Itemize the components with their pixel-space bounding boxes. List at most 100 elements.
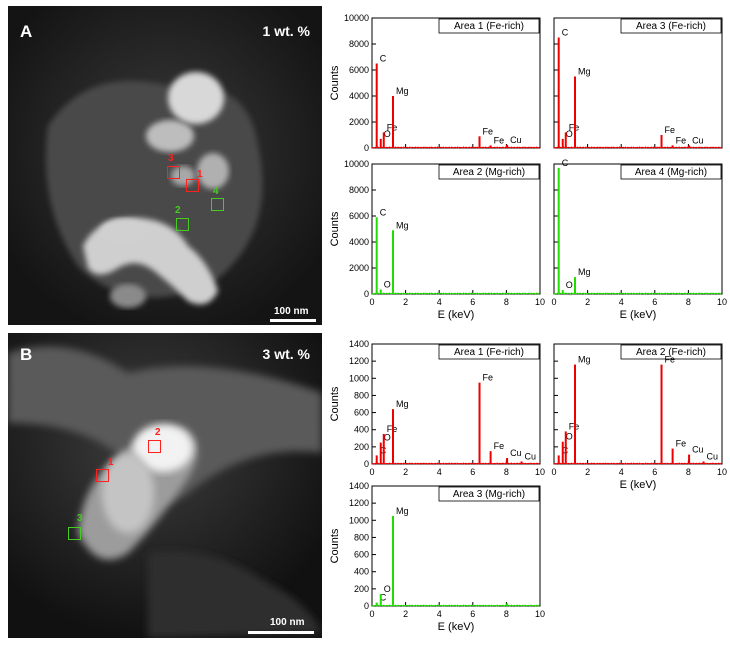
spectrum-baseline [371,146,540,149]
peak-label: O [384,584,391,594]
y-tick-label: 0 [364,289,369,299]
peak-label: O [384,279,391,289]
y-tick-label: 1000 [349,373,369,383]
x-tick-label: 8 [504,467,509,477]
peak-label: Mg [578,67,591,77]
x-tick-label: 2 [403,609,408,619]
spectrum-title: Area 2 (Mg-rich) [453,167,525,178]
y-tick-label: 800 [354,390,369,400]
x-tick-label: 4 [437,609,442,619]
peak-label: Cu [692,445,704,455]
y-tick-label: 400 [354,425,369,435]
y-tick-label: 1000 [349,515,369,525]
area-marker-label-b2: 2 [155,427,161,438]
y-tick-label: 4000 [349,237,369,247]
x-tick-label: 0 [369,297,374,307]
micrograph-a: A 1 wt. % 3 1 4 2 100 nm [8,6,322,325]
peak-label: Mg [396,506,409,516]
x-axis-label: E (keV) [438,621,475,633]
y-tick-label: 8000 [349,39,369,49]
x-axis-label: E (keV) [620,309,657,321]
micrograph-b-image [8,333,322,638]
x-tick-label: 6 [470,297,475,307]
x-tick-label: 4 [619,467,624,477]
spectrum-title-box [438,164,540,180]
area-marker-box-a1 [186,179,199,192]
spectrum-title: Area 2 (Fe-rich) [636,347,706,358]
spectrum-a-area1: 0 2000 4000 6000 8000 10000 Counts Area 1 (Fe-r… [326,8,558,158]
peak-label: C [562,28,569,38]
spectrum-title: Area 4 (Mg-rich) [635,167,707,178]
spectrum-title-box [438,344,540,360]
spectrum-title-box [620,18,722,34]
peak-label: Mg [396,86,409,96]
y-tick-label: 4000 [349,91,369,101]
area-marker-label-a4: 4 [213,186,219,197]
spectrum-title-box [438,18,540,34]
plot-frame [371,485,541,607]
x-tick-label: 4 [437,467,442,477]
x-tick-label: 8 [686,297,691,307]
peak-label: Fe [676,439,687,449]
spectrum-a-area2: 0 2000 4000 6000 8000 10000 0 2 4 6 8 10 Counts E (ke… [326,154,558,330]
y-tick-label: 200 [354,442,369,452]
peak-label: C [380,593,387,603]
spectrum-baseline [553,146,722,149]
spectrum-title: Area 1 (Fe-rich) [454,21,524,32]
y-tick-label: 1400 [349,339,369,349]
peak-label: Fe [665,125,676,135]
x-axis-label: E (keV) [438,309,475,321]
area-marker-label-a1: 1 [197,169,203,180]
panel-letter-a: A [20,22,33,41]
peak-label: Fe [483,373,494,383]
peak-label: Fe [676,135,687,145]
area-marker-box-a2 [176,218,189,231]
x-tick-label: 10 [717,467,727,477]
x-tick-label: 10 [535,467,545,477]
spectrum-baseline [371,292,540,295]
spectrum-svg: 0 200 400 600 800 1000 1200 1400 0 2 4 6 8 10 Counts E … [329,481,545,633]
y-tick-label: 10000 [344,159,369,169]
y-axis-label: Counts [329,528,341,563]
x-tick-label: 6 [470,467,475,477]
peak-label: O [384,433,391,443]
peak-label: O [566,129,573,139]
spectrum-baseline [553,462,722,465]
x-tick-label: 0 [551,467,556,477]
spectrum-baseline [371,604,540,607]
y-tick-label: 1200 [349,356,369,366]
area-marker-box-a3 [167,166,180,179]
peak-label: Cu [510,135,522,145]
x-tick-label: 2 [403,467,408,477]
x-tick-label: 0 [369,609,374,619]
spectrum-svg: 0 2000 4000 6000 8000 10000 0 2 4 6 8 10 Counts E (ke… [329,159,545,321]
spectrum-svg: 0 2000 4000 6000 8000 10000 Counts Area 1 (Fe-r… [329,13,541,153]
area-marker-box-a4 [211,198,224,211]
area-marker-label-b1: 1 [108,457,114,468]
spectrum-title: Area 3 (Mg-rich) [453,489,525,500]
micrograph-a-image [8,6,322,325]
y-tick-label: 6000 [349,211,369,221]
concentration-label-a: 1 wt. % [262,23,310,39]
x-tick-label: 10 [717,297,727,307]
scale-bar-label-b: 100 nm [270,617,305,628]
area-marker-box-b2 [148,440,161,453]
micrograph-b: B 3 wt. % 2 1 3 100 nm [8,333,322,638]
x-tick-label: 6 [470,609,475,619]
peak-label: Fe [665,355,676,365]
y-tick-label: 2000 [349,117,369,127]
y-tick-label: 600 [354,550,369,560]
panel-letter-b: B [20,345,33,364]
peak-label: Cu [510,448,522,458]
scale-bar-a [270,319,316,322]
y-tick-label: 0 [364,459,369,469]
x-tick-label: 6 [652,297,657,307]
spectrum-b-area3: 0 200 400 600 800 1000 1200 1400 0 2 4 6 8 10 Counts E … [326,476,558,647]
x-tick-label: 2 [585,297,590,307]
scale-bar-b [248,631,314,634]
peak-label: Mg [578,267,591,277]
peak-label: Fe [494,135,505,145]
x-tick-label: 2 [585,467,590,477]
x-tick-label: 10 [535,297,545,307]
peak-label: Mg [578,355,591,365]
